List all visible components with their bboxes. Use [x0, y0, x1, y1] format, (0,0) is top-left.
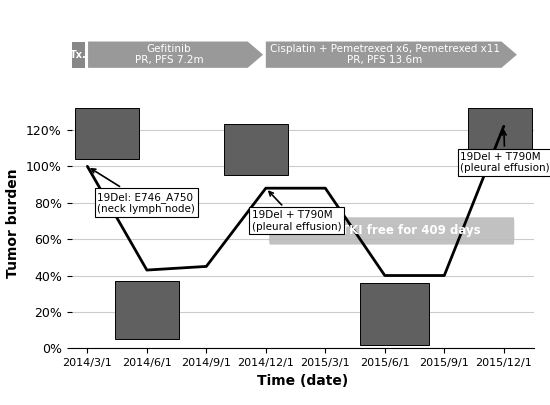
Text: 19Del + T790M
(pleural effusion): 19Del + T790M (pleural effusion) [252, 192, 342, 232]
X-axis label: Time (date): Time (date) [257, 373, 348, 388]
Bar [75, 108, 139, 159]
Text: Cisplatin + Pemetrexed x6, Pemetrexed x11
PR, PFS 13.6m: Cisplatin + Pemetrexed x6, Pemetrexed x1… [270, 44, 500, 66]
Text: Tx.: Tx. [69, 50, 86, 60]
Bar [360, 283, 430, 345]
FancyBboxPatch shape [269, 217, 514, 245]
Y-axis label: Tumor burden: Tumor burden [7, 168, 20, 277]
Text: EGFR-TKI free for 409 days: EGFR-TKI free for 409 days [303, 224, 481, 237]
Text: Gefitinib
PR, PFS 7.2m: Gefitinib PR, PFS 7.2m [135, 44, 203, 66]
Text: 19Del + T790M
(pleural effusion): 19Del + T790M (pleural effusion) [460, 131, 550, 173]
Text: 19Del: E746_A750
(neck lymph node): 19Del: E746_A750 (neck lymph node) [91, 169, 195, 214]
Bar [468, 108, 531, 159]
Bar [224, 124, 288, 175]
Bar [115, 281, 179, 339]
